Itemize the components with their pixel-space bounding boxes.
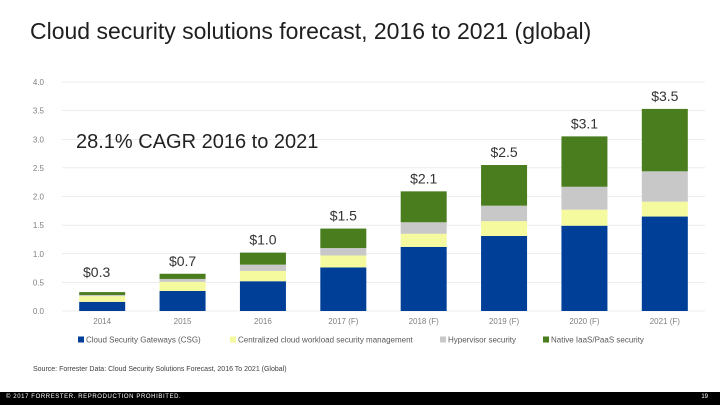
bar-segment: [239, 270, 286, 282]
total-label: $3.1: [571, 115, 598, 131]
legend-swatch: [78, 336, 84, 343]
source-note: Source: Forrester Data: Cloud Security S…: [33, 366, 287, 373]
bar-segment: [400, 191, 447, 223]
y-tick-label: 3.0: [33, 135, 45, 144]
x-tick-label: 2017 (F): [328, 317, 359, 326]
legend-entry: Native IaaS/PaaS security: [551, 336, 644, 345]
bar-segment: [561, 209, 608, 226]
bar-segment: [400, 246, 447, 311]
bar-segment: [400, 233, 447, 247]
legend-entry: Hypervisor security: [448, 336, 516, 345]
y-tick-label: 1.0: [33, 250, 45, 259]
x-tick-label: 2020 (F): [569, 317, 600, 326]
legend-swatch: [440, 336, 446, 343]
y-tick-label: 0.5: [33, 278, 45, 287]
total-label: $2.1: [410, 170, 437, 186]
grid-lines: [62, 81, 705, 312]
bar-segment: [641, 201, 688, 217]
y-tick-label: 3.5: [33, 107, 45, 116]
x-tick-label: 2018 (F): [409, 317, 440, 326]
total-label: $1.0: [249, 232, 276, 248]
total-label-2014: $0.3: [83, 264, 111, 280]
bar-segment: [239, 252, 286, 265]
bar-segment: [159, 273, 206, 279]
legend-entry: Centralized cloud workload security mana…: [238, 336, 414, 345]
bar-segment: [320, 267, 367, 311]
bar-segment: [79, 292, 126, 295]
x-tick-label: 2016: [254, 317, 272, 326]
bar-segment: [641, 108, 688, 172]
bar-segment: [561, 186, 608, 210]
y-tick-label: 1.5: [33, 221, 45, 230]
total-label: $1.5: [330, 208, 357, 224]
bar-segment: [159, 290, 206, 311]
cagr-annotation: 28.1% CAGR 2016 to 2021: [76, 131, 319, 153]
x-axis-labels: 2014 2015 2016 2017 (F) 2018 (F) 2019 (F) 2020…: [93, 317, 680, 326]
y-tick-label: 4.0: [33, 78, 45, 87]
total-label: $2.5: [490, 144, 517, 160]
bar-segment: [159, 278, 206, 282]
bar-segment: [400, 222, 447, 234]
bar-segment: [79, 301, 126, 311]
bar-segment: [561, 225, 608, 311]
bar-segment: [481, 165, 528, 206]
legend: Cloud Security Gateways (CSG) Centralized…: [78, 336, 644, 345]
slide-title: Cloud security solutions forecast, 2016 …: [30, 18, 592, 44]
bar-segment: [79, 296, 126, 302]
legend-swatch: [543, 336, 549, 343]
bar-segment: [481, 205, 528, 222]
bar-segment: [320, 228, 367, 249]
bar-segment: [239, 264, 286, 271]
bar-segment: [159, 281, 206, 291]
total-labels: $0.7 $1.0 $1.5 $2.1 $2.5 $3.1 $3.5: [169, 88, 679, 269]
y-tick-label: 2.5: [33, 164, 45, 173]
legend-entry: Cloud Security Gateways (CSG): [86, 336, 201, 345]
bar-segment: [641, 171, 688, 202]
copyright-text: © 2017 FORRESTER. REPRODUCTION PROHIBITE…: [6, 394, 182, 400]
page-number: 19: [701, 394, 708, 400]
bar-segment: [561, 136, 608, 187]
bar-segment: [320, 248, 367, 256]
legend-swatch: [230, 336, 236, 343]
x-tick-label: 2021 (F): [650, 317, 681, 326]
bar-segment: [79, 294, 126, 297]
bar-segment: [320, 255, 367, 268]
y-axis-ticks: 0.0 0.5 1.0 1.5 2.0 2.5 3.0 3.5 4.0: [33, 78, 45, 316]
x-tick-label: 2019 (F): [489, 317, 520, 326]
footer-bar: © 2017 FORRESTER. REPRODUCTION PROHIBITE…: [0, 392, 720, 405]
bars: [79, 108, 688, 311]
x-tick-label: 2014: [93, 317, 111, 326]
y-tick-label: 2.0: [33, 193, 45, 202]
x-tick-label: 2015: [174, 317, 192, 326]
total-label: $0.7: [169, 253, 196, 269]
bar-segment: [481, 236, 528, 311]
bar-segment: [641, 216, 688, 311]
total-label: $3.5: [651, 88, 678, 104]
y-tick-label: 0.0: [33, 307, 45, 316]
bar-segment: [481, 221, 528, 237]
bar-segment: [239, 281, 286, 311]
